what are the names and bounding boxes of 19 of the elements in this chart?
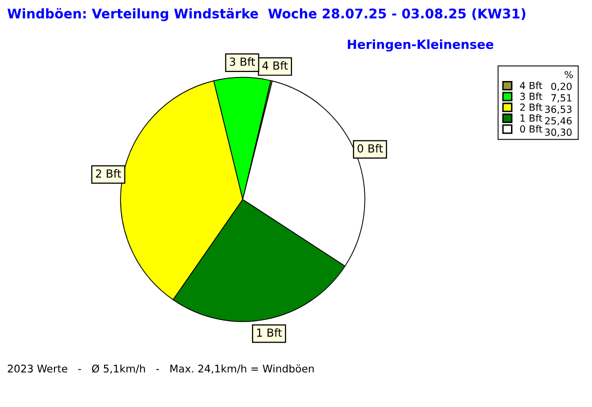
slice-label: 4 Bft — [262, 61, 288, 70]
slice-label: 0 Bft — [358, 144, 383, 153]
chart-subtitle: Heringen-Kleinensee — [348, 39, 494, 52]
data-label: 30,30 — [545, 128, 572, 137]
data-label: 36,53 — [545, 106, 572, 114]
data-label: 7,51 — [551, 94, 572, 102]
legend-title: % — [564, 70, 573, 78]
slice-label: 2 Bft — [96, 169, 122, 178]
chart-title: Windböen: Verteilung Windstärke Woche 28.07.25 - 03.08.25 (KW31) — [8, 8, 526, 22]
slice-label: 1 Bft — [257, 328, 282, 337]
legend-label: 3 Bft — [520, 92, 542, 100]
legend-label: 4 Bft — [520, 82, 542, 90]
legend-label: 2 Bft — [520, 103, 542, 111]
text: 2023 Werte - Ø 5,1km/h - Max. 24,1km/h = Windböen — [8, 364, 314, 374]
legend-label: 0 Bft — [520, 125, 542, 133]
legend-label: 1 Bft — [520, 114, 542, 122]
slice-label: 3 Bft — [230, 57, 256, 66]
data-label: 0,20 — [551, 82, 572, 92]
data-label: 25,46 — [545, 117, 572, 126]
